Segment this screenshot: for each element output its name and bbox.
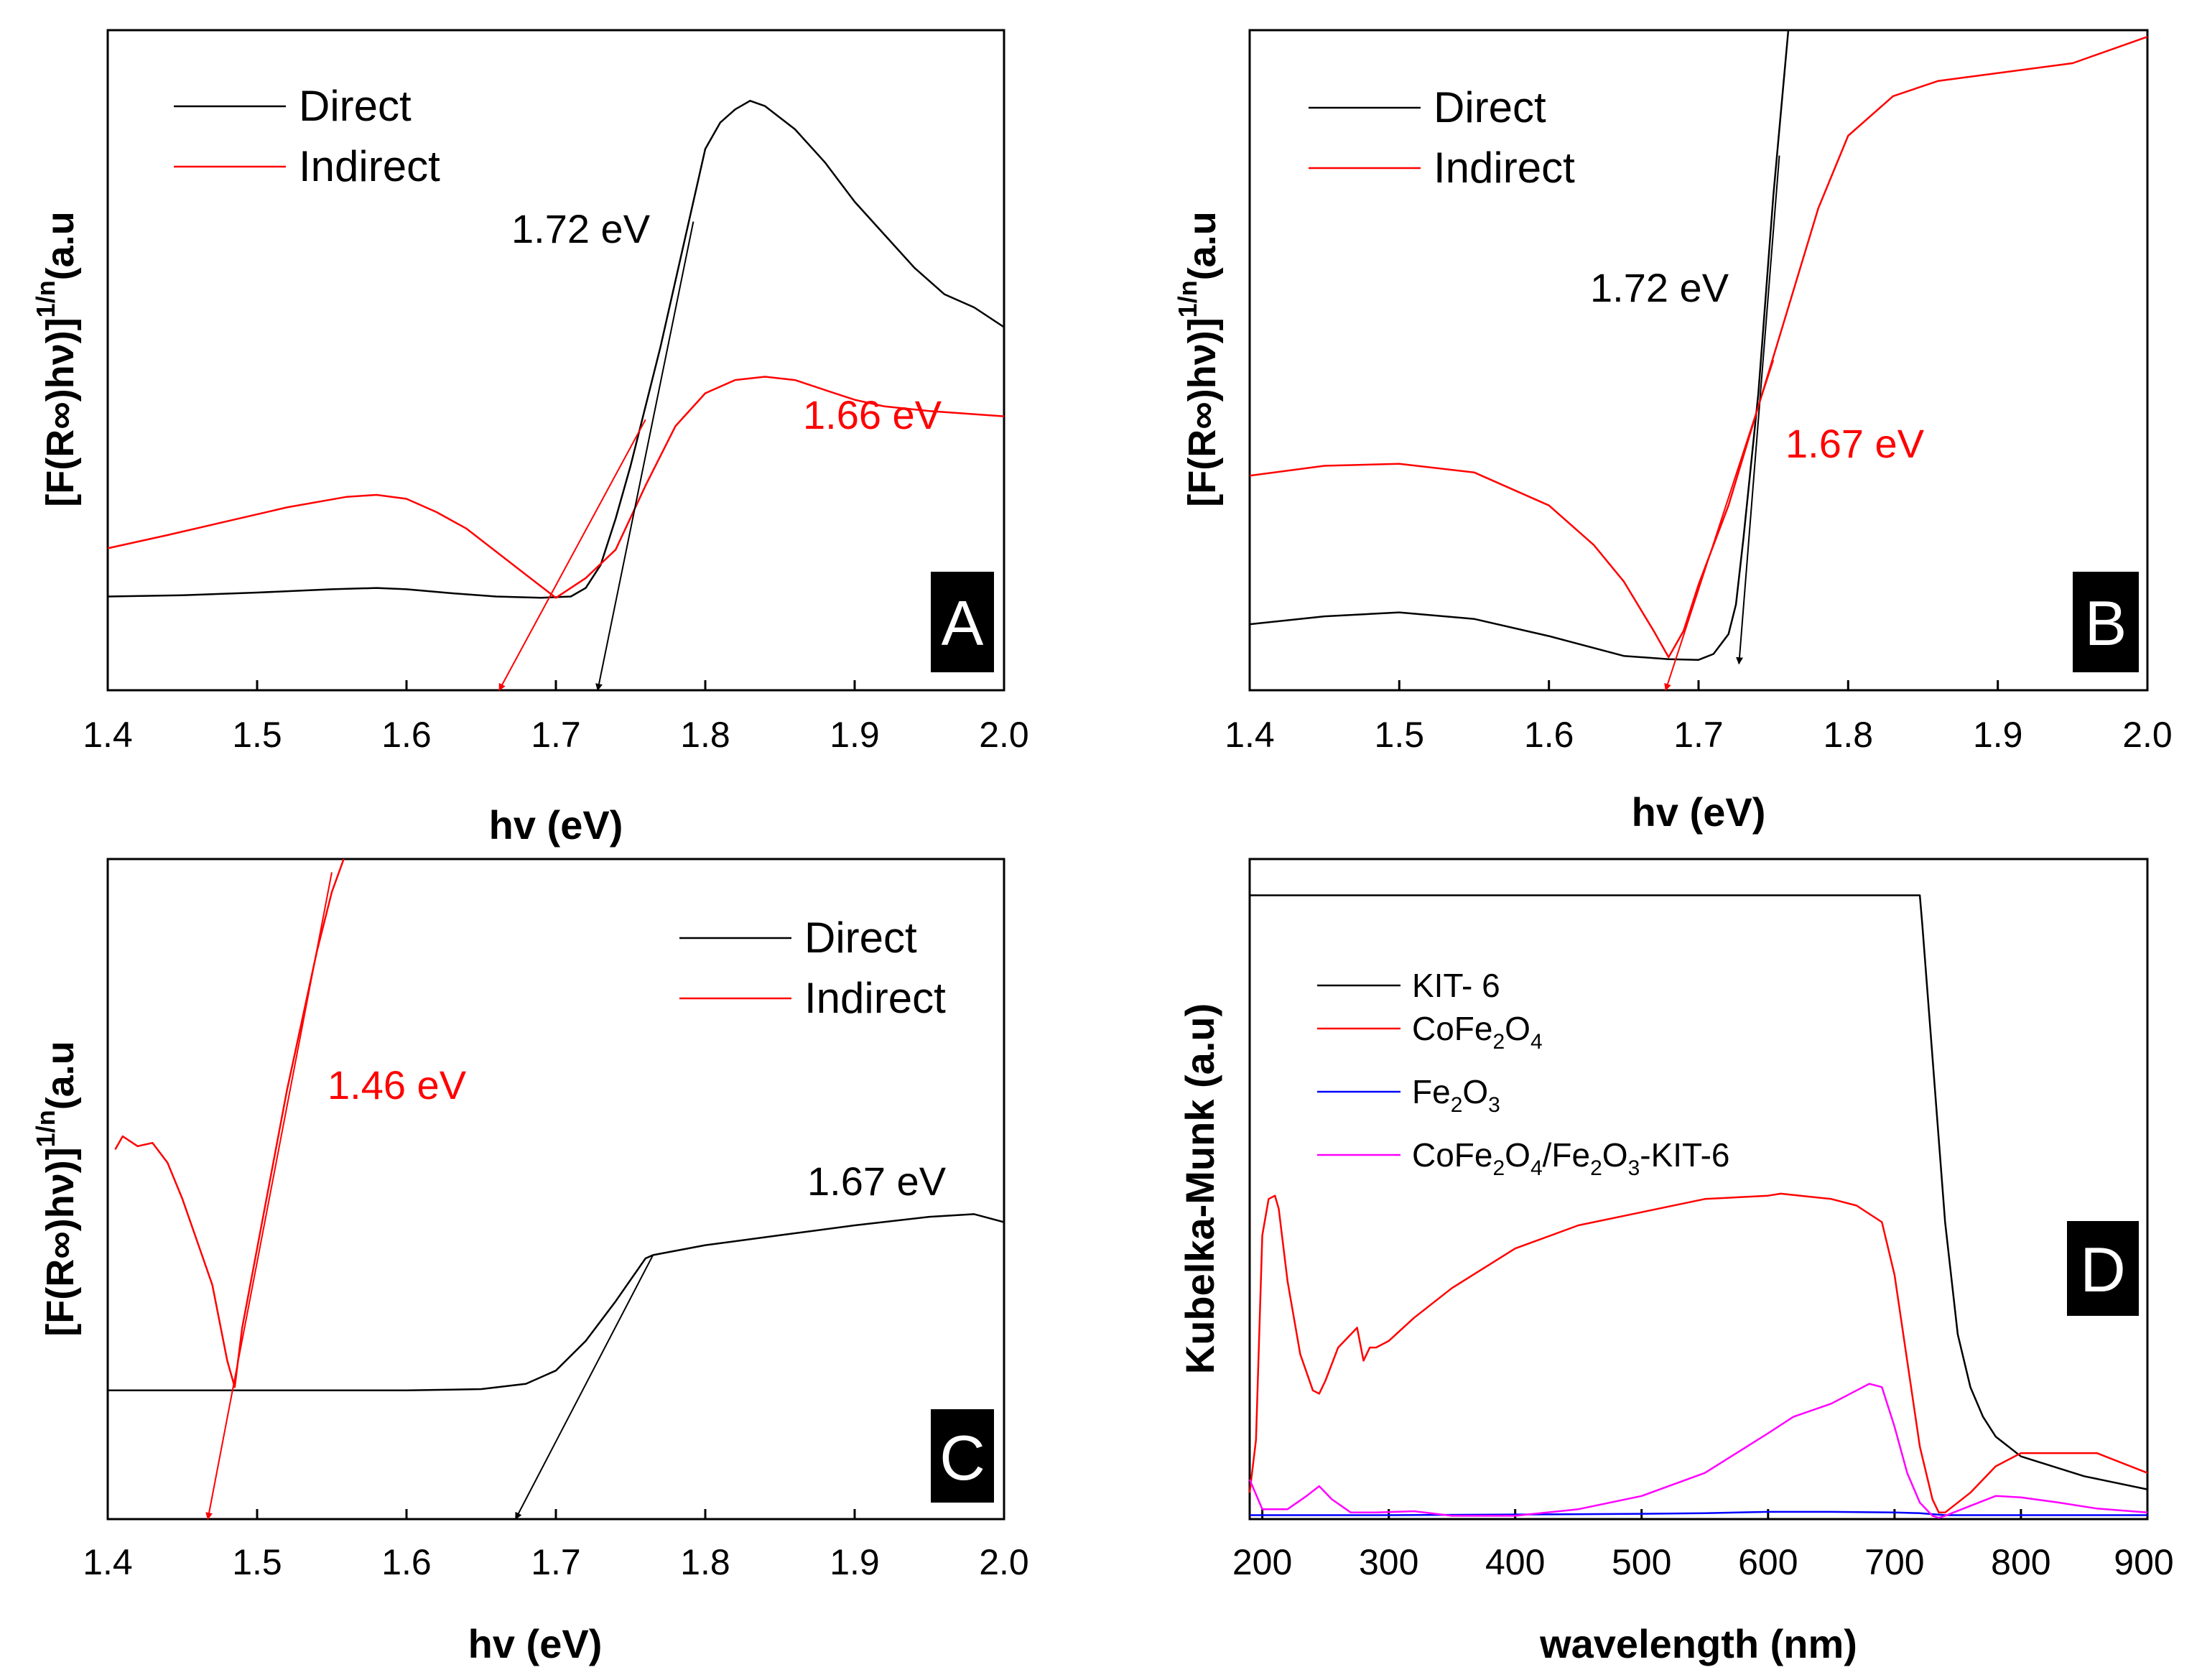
legend-label-composite: CoFe2O4/Fe2O3-KIT-6 [1412, 1136, 1730, 1180]
panel-b-letter: B [2085, 588, 2127, 659]
x-tick-label: 600 [1738, 1542, 1798, 1582]
panel-d-series-cofe2o4-fe2o3-kit-6 [1248, 1383, 2148, 1519]
panel-d-series-fe2o3 [1250, 1510, 2147, 1516]
panel-c-letter-box [931, 1409, 994, 1503]
x-tick-label: 1.5 [232, 715, 282, 755]
panel-b-letter-box [2073, 572, 2139, 672]
panel-c-tick-labels: 1.4 1.5 1.6 1.7 1.8 1.9 2.0 [83, 1542, 1029, 1582]
panel-d-series-kit-6 [1250, 894, 2148, 1490]
x-tick-label: 1.4 [1225, 715, 1275, 755]
panel-a-annotation-direct: 1.72 eV [511, 206, 651, 251]
x-tick-label: 1.7 [531, 1542, 581, 1582]
panel-d: 200 300 400 500 600 700 800 900 waveleng… [1177, 858, 2174, 1666]
panel-b-x-axis-title: hv (eV) [1632, 789, 1766, 835]
legend-label-cofe2o4: CoFe2O4 [1412, 1010, 1543, 1054]
x-tick-label: 1.8 [680, 1542, 730, 1582]
panel-d-ticks [1261, 1509, 2149, 1519]
panel-c-letter: C [939, 1422, 985, 1493]
panel-d-tick-labels: 200 300 400 500 600 700 800 900 [1232, 1542, 2174, 1582]
x-tick-label: 1.6 [381, 1542, 432, 1582]
panel-d-letter-box [2067, 1221, 2139, 1316]
x-tick-label: 1.9 [830, 1542, 880, 1582]
panel-c-ticks [106, 1509, 1005, 1519]
panel-a-x-axis-title: hv (eV) [489, 802, 623, 848]
panel-b-tick-labels: 1.4 1.5 1.6 1.7 1.8 1.9 2.0 [1225, 715, 2173, 755]
x-tick-label: 200 [1232, 1542, 1292, 1582]
panel-d-legend: KIT- 6 CoFe2O4 Fe2O3 CoFe2O4/Fe2O3-KIT-6 [1317, 967, 1730, 1180]
panel-a-series-indirect-tangent [498, 419, 646, 691]
panel-d-series-cofe2o4 [1248, 1192, 2148, 1514]
x-tick-label: 300 [1359, 1542, 1418, 1582]
panel-a: 1.4 1.5 1.6 1.7 1.8 1.9 2.0 hv (eV) [F(R… [31, 29, 1029, 848]
panel-b-series-indirect-tangent [1664, 360, 1775, 691]
panel-a-series-direct [107, 100, 1005, 599]
legend-label-direct: Direct [804, 914, 917, 962]
x-tick-label: 2.0 [2122, 715, 2173, 755]
x-tick-label: 800 [1991, 1542, 2050, 1582]
x-tick-label: 1.9 [830, 715, 880, 755]
panel-a-tick-labels: 1.4 1.5 1.6 1.7 1.8 1.9 2.0 [83, 715, 1029, 755]
panel-c-series-indirect [114, 858, 345, 1388]
series-layer [107, 29, 2148, 1520]
panel-a-series-indirect [107, 376, 1005, 599]
x-tick-label: 1.6 [381, 715, 432, 755]
legend-label-indirect: Indirect [804, 974, 946, 1022]
panel-c-annotation-direct: 1.67 eV [807, 1159, 947, 1204]
x-tick-label: 1.5 [1375, 715, 1425, 755]
legend-label-direct: Direct [299, 82, 412, 130]
x-tick-label: 500 [1612, 1542, 1671, 1582]
legend-label-direct: Direct [1434, 83, 1546, 131]
panel-d-x-axis-title: wavelength (nm) [1539, 1621, 1857, 1666]
x-tick-label: 1.8 [1824, 715, 1874, 755]
panel-c-series-direct-tangent [514, 1254, 654, 1520]
x-tick-label: 1.5 [232, 1542, 282, 1582]
panel-d-y-axis-title: Kubelka-Munk (a.u) [1177, 1003, 1222, 1374]
x-tick-label: 1.4 [83, 715, 133, 755]
panel-c-x-axis-title: hv (eV) [468, 1621, 603, 1666]
panel-a-y-axis-title: [F(R∞)hν)]1/n(a.u [31, 211, 82, 506]
panel-a-frame [106, 29, 1005, 692]
panel-b-series-indirect [1249, 36, 2148, 659]
panel-a-ticks [106, 680, 1005, 690]
panel-c-annotation-indirect: 1.46 eV [327, 1062, 467, 1108]
x-tick-label: 2.0 [979, 715, 1029, 755]
legend-label-kit6: KIT- 6 [1412, 967, 1500, 1004]
panel-c-series-direct [108, 1213, 1005, 1392]
panel-b-ticks [1248, 680, 2149, 690]
panel-b-series-direct [1249, 29, 1790, 661]
x-tick-label: 1.9 [1973, 715, 2023, 755]
panel-a-annotation-indirect: 1.66 eV [803, 392, 942, 437]
legend-label-indirect: Indirect [1434, 144, 1575, 192]
panel-a-series-direct-tangent [595, 221, 694, 691]
x-tick-label: 1.7 [531, 715, 581, 755]
x-tick-label: 1.8 [680, 715, 730, 755]
x-tick-label: 1.4 [83, 1542, 133, 1582]
x-tick-label: 2.0 [979, 1542, 1029, 1582]
panel-c-legend: Direct Indirect [679, 914, 946, 1022]
panel-a-letter-box [931, 572, 994, 672]
panel-b-annotation-indirect: 1.67 eV [1785, 421, 1925, 466]
panel-b-y-axis-title: [F(R∞)hν)]1/n(a.u [1173, 211, 1224, 506]
panel-b-series-direct-tangent [1736, 155, 1780, 665]
x-tick-label: 900 [2114, 1542, 2173, 1582]
panel-a-legend: Direct Indirect [174, 82, 440, 190]
x-tick-label: 1.6 [1524, 715, 1574, 755]
panel-a-letter: A [942, 588, 984, 659]
panel-d-letter: D [2080, 1234, 2126, 1305]
panel-c-y-axis-title: [F(R∞)hν)]1/n(a.u [31, 1041, 82, 1336]
panel-d-frame [1248, 858, 2149, 1521]
panel-c-series-indirect-tangent [205, 872, 333, 1520]
x-tick-label: 1.7 [1673, 715, 1724, 755]
panel-b-annotation-direct: 1.72 eV [1590, 265, 1729, 310]
legend-label-fe2o3: Fe2O3 [1412, 1073, 1500, 1117]
x-tick-label: 400 [1485, 1542, 1545, 1582]
panel-b-legend: Direct Indirect [1309, 83, 1575, 192]
x-tick-label: 700 [1864, 1542, 1924, 1582]
panel-b: 1.4 1.5 1.6 1.7 1.8 1.9 2.0 hv (eV) [F(R… [1173, 29, 2173, 835]
panel-c: 1.4 1.5 1.6 1.7 1.8 1.9 2.0 hv (eV) [F(R… [31, 858, 1029, 1666]
legend-label-indirect: Indirect [299, 142, 440, 190]
